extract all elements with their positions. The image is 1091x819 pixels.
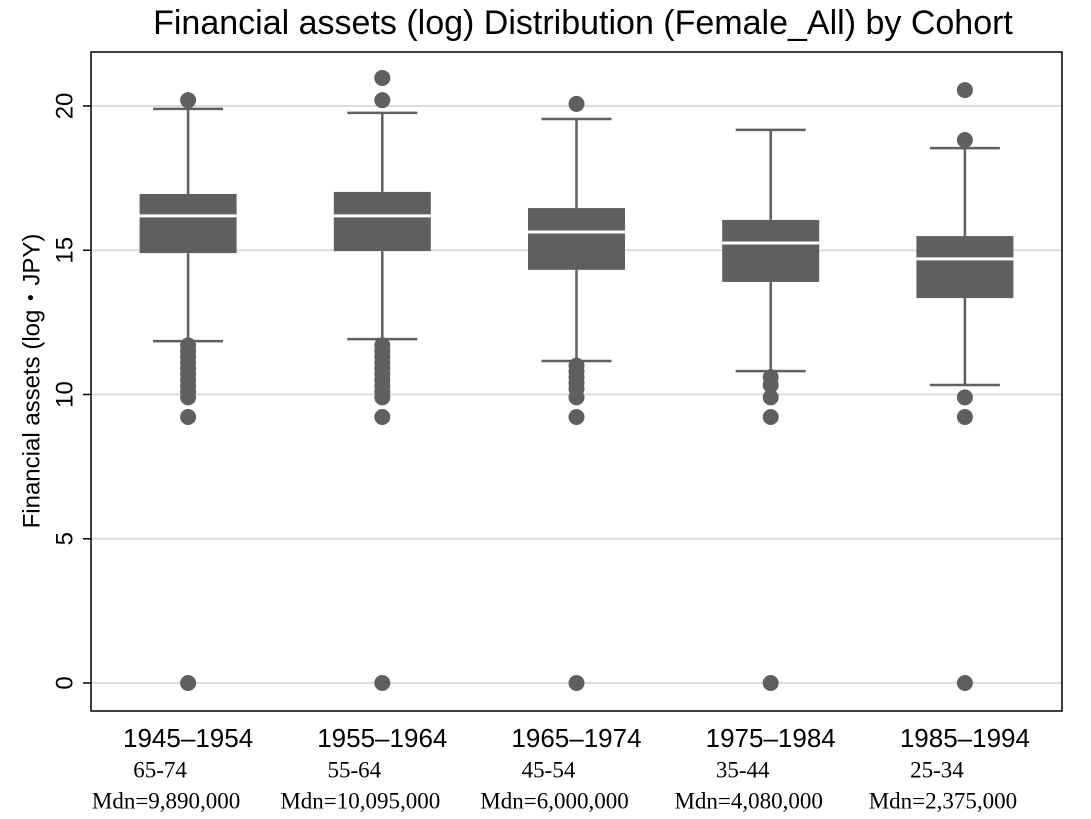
y-tick-label: 0 [51,676,78,689]
outlier [568,95,585,112]
outlier [956,389,973,406]
median-label: Mdn=2,375,000 [869,788,1017,813]
y-axis-label: Financial assets (log・JPY) [18,234,45,529]
outlier [568,408,585,425]
outlier [180,92,197,109]
box [528,208,625,270]
outlier [374,675,391,692]
age-label: 65-74 [133,757,187,782]
box [139,193,237,254]
outlier [374,408,391,425]
plot-frame [90,51,1063,712]
outlier [762,675,779,692]
y-tick-label: 15 [51,237,78,264]
age-label: 35-44 [716,757,770,782]
outlier [180,389,197,406]
median-label: Mdn=9,890,000 [92,788,240,813]
outlier [762,389,779,406]
outlier [568,675,585,692]
outlier [180,675,197,692]
outlier [180,408,197,425]
median-label: Mdn=4,080,000 [674,788,822,813]
age-label: 25-34 [910,757,964,782]
outlier [374,389,391,406]
median-label: Mdn=6,000,000 [480,788,628,813]
outlier [956,408,973,425]
median-label: Mdn=10,095,000 [280,788,440,813]
box [333,191,431,252]
y-tick-label: 20 [51,93,78,120]
outlier [956,82,973,99]
outlier [568,389,585,406]
outlier [762,376,779,393]
outlier [762,408,779,425]
y-tick-label: 5 [51,532,78,545]
age-label: 45-54 [522,757,576,782]
x-tick-label: 1955–1964 [317,723,447,753]
outlier [374,69,391,86]
x-tick-label: 1975–1984 [706,723,836,753]
x-tick-label: 1965–1974 [511,723,641,753]
box [916,236,1014,299]
chart-title: Financial assets (log) Distribution (Fem… [153,4,1013,42]
y-tick-label: 10 [51,381,78,408]
box [722,219,820,282]
outlier [374,92,391,109]
outlier [956,675,973,692]
x-tick-label: 1985–1994 [900,723,1030,753]
age-label: 55-64 [327,757,381,782]
x-tick-label: 1945–1954 [123,723,253,753]
outlier [956,132,973,149]
